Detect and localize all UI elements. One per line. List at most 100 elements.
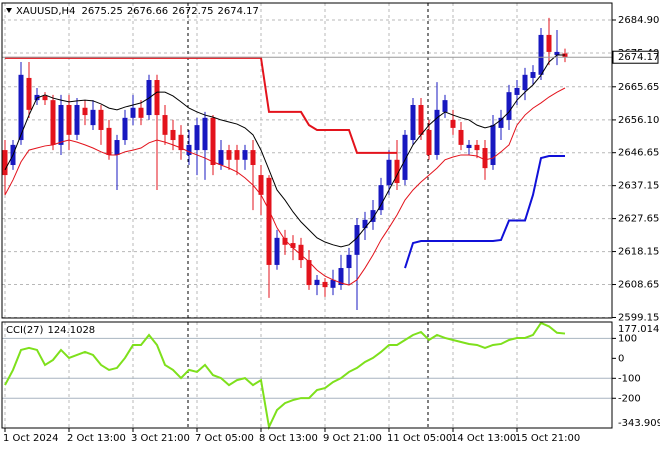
x-tick-label: 1 Oct 2024: [3, 433, 58, 444]
candle-body: [186, 144, 192, 155]
candle-body: [362, 219, 368, 229]
candle-body: [506, 92, 512, 120]
candle-body: [138, 107, 144, 118]
candle-body: [538, 34, 544, 75]
candle-body: [458, 129, 464, 145]
x-tick-label: 14 Oct 13:00: [451, 433, 516, 444]
candle-body: [26, 77, 32, 110]
y-tick-label: 2627.65: [618, 214, 659, 225]
candle-body: [202, 117, 208, 151]
candle-body: [194, 125, 200, 151]
candle-body: [490, 125, 496, 166]
candle-body: [346, 254, 352, 269]
y-tick-label: 2646.65: [618, 148, 659, 159]
x-tick-label: 7 Oct 05:00: [195, 433, 254, 444]
y-tick-label: 2656.10: [618, 115, 659, 126]
candle-body: [370, 210, 376, 222]
y-tick-label: -100: [618, 373, 641, 384]
candle-body: [354, 225, 360, 255]
candle-body: [218, 150, 224, 166]
candle-body: [330, 279, 336, 288]
candle-body: [554, 51, 560, 56]
x-tick-label: 11 Oct 05:00: [387, 433, 452, 444]
candle-body: [234, 150, 240, 160]
candle-body: [338, 268, 344, 286]
y-tick-label: -200: [618, 393, 641, 404]
candle-body: [298, 244, 304, 261]
x-tick-label: 8 Oct 13:00: [259, 433, 318, 444]
candle-body: [66, 104, 72, 135]
candle-body: [498, 117, 504, 128]
candle-body: [210, 117, 216, 166]
current-price-label: 2674.17: [618, 52, 659, 63]
candle-body: [266, 177, 272, 265]
x-tick-label: 3 Oct 21:00: [131, 433, 190, 444]
x-tick-label: 15 Oct 21:00: [515, 433, 580, 444]
candle-body: [410, 104, 416, 141]
candle-body: [386, 159, 392, 186]
candle-body: [226, 150, 232, 160]
candle-body: [402, 134, 408, 180]
candle-body: [42, 95, 48, 101]
y-tick-label: 2637.15: [618, 181, 659, 192]
candle-body: [394, 159, 400, 184]
candle-body: [18, 74, 24, 141]
candle-body: [74, 104, 80, 135]
candle-body: [530, 72, 536, 78]
current-price-box: [612, 50, 659, 64]
y-tick-label: 2618.15: [618, 247, 659, 258]
chart-header: XAUUSD,H4 2675.25 2676.66 2672.75 2674.17: [16, 6, 259, 17]
candle-body: [106, 127, 112, 155]
candle-body: [290, 243, 296, 248]
candle-body: [50, 100, 56, 145]
candle-body: [258, 175, 264, 195]
indicator-line: [5, 56, 397, 154]
cci-label: CCI(27): [6, 325, 44, 336]
candle-body: [178, 134, 184, 151]
candle-body: [2, 150, 8, 176]
cci-last-value: 124.1028: [47, 325, 95, 336]
close-value: 2674.17: [218, 6, 259, 17]
y-tick-label: 2599.15: [618, 312, 659, 323]
x-tick-label: 9 Oct 21:00: [323, 433, 382, 444]
candle-body: [546, 34, 552, 52]
y-tick-label: 2608.65: [618, 280, 659, 291]
candle-body: [130, 107, 136, 118]
candle-body: [170, 129, 176, 141]
y-tick-label: 0: [618, 353, 624, 364]
candle-body: [322, 281, 328, 288]
candle-body: [434, 109, 440, 155]
cci-header: CCI(27) 124.1028: [6, 325, 95, 336]
candle-body: [114, 140, 120, 155]
plot: 2684.902675.402665.652656.102646.652637.…: [2, 3, 660, 444]
candle-body: [474, 144, 480, 151]
candle-body: [450, 119, 456, 128]
cci-line: [4, 321, 566, 431]
low-value: 2672.75: [172, 6, 213, 17]
candle-body: [514, 87, 520, 95]
candle-body: [466, 144, 472, 149]
candle-body: [306, 260, 312, 286]
candle-body: [482, 148, 488, 169]
x-tick-label: 2 Oct 13:00: [67, 433, 126, 444]
chart-title: XAUUSD,H4: [16, 6, 75, 17]
candle-body: [90, 109, 96, 126]
cci-min-label: -343.9096: [618, 418, 660, 429]
cci-panel: [1, 321, 613, 429]
candle-body: [250, 150, 256, 166]
collapse-icon[interactable]: [6, 8, 12, 13]
candle-body: [154, 80, 160, 116]
candle-body: [58, 104, 64, 145]
high-value: 2676.66: [127, 6, 168, 17]
candle-body: [418, 104, 424, 135]
candle-body: [522, 74, 528, 91]
candle-body: [282, 237, 288, 245]
candle-body: [82, 107, 88, 116]
candle-body: [98, 109, 104, 130]
indicator-line: [4, 87, 566, 286]
y-tick-label: 2665.65: [618, 82, 659, 93]
open-value: 2675.25: [81, 6, 122, 17]
candle-body: [242, 150, 248, 160]
candle-body: [314, 279, 320, 286]
